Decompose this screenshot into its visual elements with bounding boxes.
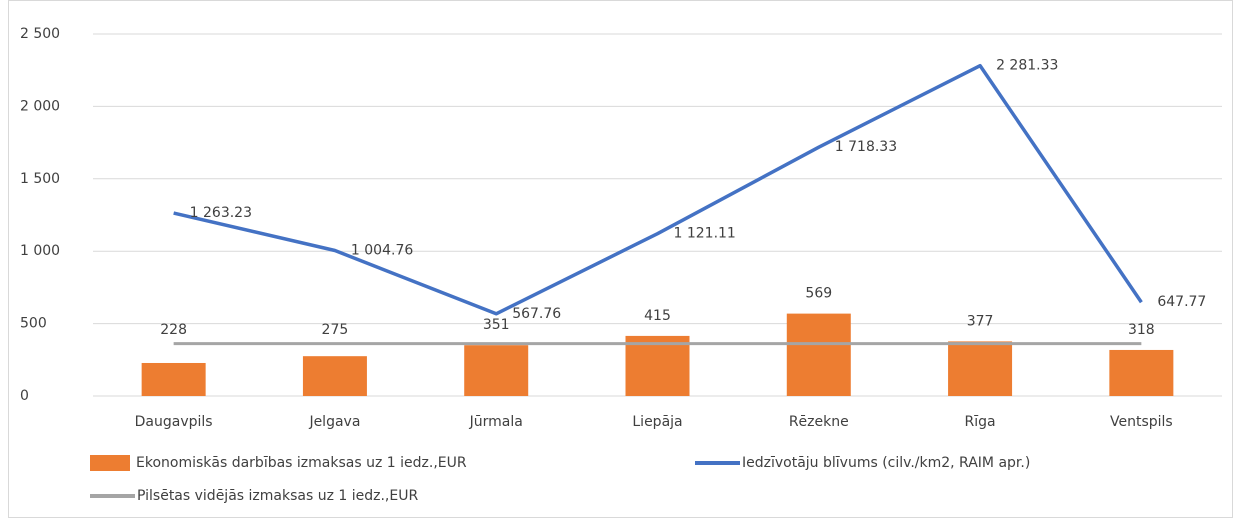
chart-border: [8, 0, 1233, 518]
bar-value-label: 318: [1128, 322, 1155, 338]
x-tick-label: Liepāja: [632, 414, 682, 430]
x-tick-label: Ventspils: [1110, 414, 1173, 430]
legend-label: Iedzīvotāju blīvums (cilv./km2, RAIM apr…: [742, 455, 1030, 471]
bar-value-label: 377: [967, 313, 994, 329]
y-tick-label: 500: [20, 316, 47, 332]
y-tick-label: 1 000: [20, 243, 60, 259]
line-value-label: 567.76: [512, 306, 561, 322]
bar-value-label: 228: [160, 322, 187, 338]
bar-value-label: 415: [644, 308, 671, 324]
legend-label: Ekonomiskās darbības izmaksas uz 1 iedz.…: [136, 455, 467, 471]
bar: [625, 335, 690, 396]
line-value-label: 1 718.33: [835, 139, 897, 155]
bar: [141, 362, 206, 396]
bar-value-label: 569: [805, 286, 832, 302]
y-tick-label: 1 500: [20, 171, 60, 187]
line-value-label: 1 263.23: [190, 205, 252, 221]
bar-value-label: 351: [483, 317, 510, 333]
bar: [464, 345, 529, 396]
bar: [948, 341, 1013, 396]
bar: [302, 356, 367, 396]
bar: [1109, 349, 1174, 396]
y-tick-label: 2 500: [20, 26, 60, 42]
x-tick-label: Daugavpils: [135, 414, 213, 430]
bar-value-label: 275: [322, 322, 349, 338]
line-value-label: 1 004.76: [351, 243, 413, 259]
line-value-label: 1 121.11: [674, 226, 736, 242]
bar: [786, 313, 851, 396]
legend-swatch: [90, 455, 130, 471]
y-tick-label: 2 000: [20, 98, 60, 114]
x-tick-label: Jelgava: [308, 414, 360, 430]
line-value-label: 647.77: [1157, 294, 1206, 310]
x-tick-label: Rēzekne: [789, 414, 849, 430]
line-series: [173, 63, 1143, 316]
line-value-label: 2 281.33: [996, 58, 1058, 74]
x-tick-label: Rīga: [965, 414, 996, 430]
y-tick-label: 0: [20, 388, 29, 404]
legend-label: Pilsētas vidējās izmaksas uz 1 iedz.,EUR: [137, 488, 418, 504]
x-tick-label: Jūrmala: [469, 414, 523, 430]
